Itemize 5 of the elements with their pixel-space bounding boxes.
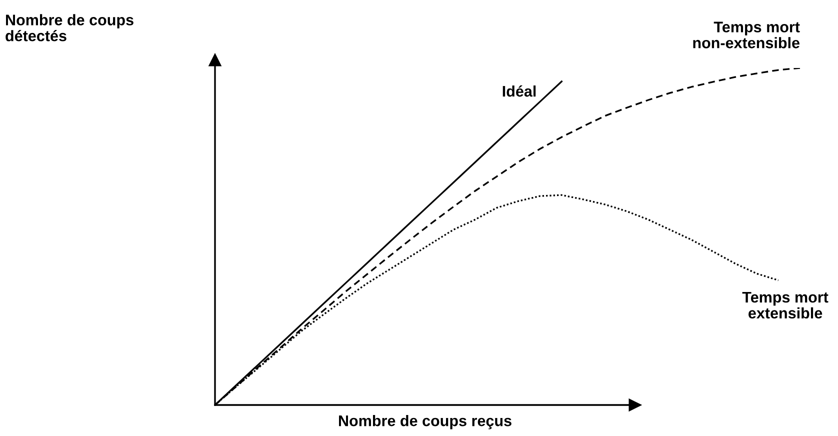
series-label: Idéal (502, 85, 536, 97)
series-label: Temps mort extensible (742, 292, 828, 319)
y-axis-title: Nombre de coups détectés (6, 14, 134, 42)
x-axis-title: Nombre de coups reçus (339, 415, 512, 430)
series-label: Temps mort non-extensible (693, 22, 800, 48)
